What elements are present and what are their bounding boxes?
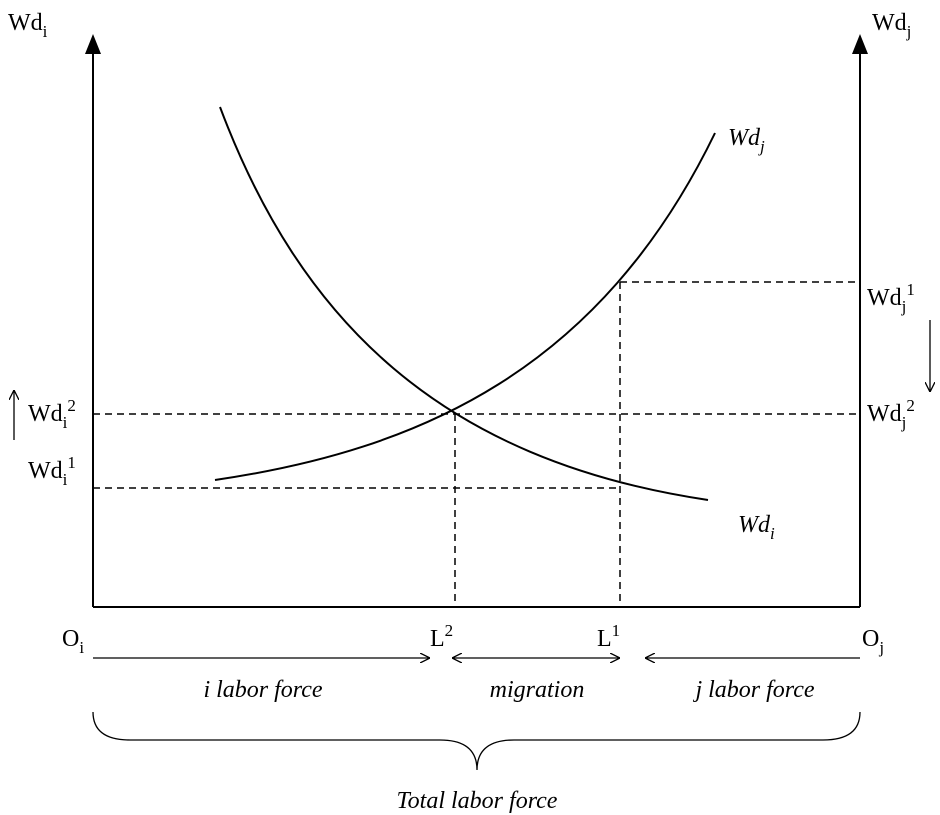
point-label: L1 — [597, 621, 620, 652]
label-subscript: j — [906, 22, 912, 41]
curve-label: Wdj — [728, 125, 765, 156]
wage-label: Wdj1 — [867, 280, 915, 316]
origin-left-label: Oi — [62, 626, 84, 657]
label-base: L — [597, 626, 612, 652]
point-label: L2 — [430, 621, 453, 652]
label-base: Wd — [867, 401, 902, 427]
right-axis-arrowhead — [852, 34, 868, 54]
label-superscript: 2 — [906, 396, 915, 415]
label-subscript: j — [901, 297, 907, 316]
wage-label: Wdi2 — [28, 396, 76, 432]
wage-label: Wdj2 — [867, 396, 915, 432]
label-base: L — [430, 626, 445, 652]
origin-right-label: Oj — [862, 626, 884, 657]
left-axis-label: Wdi — [8, 10, 48, 41]
label-base: O — [862, 626, 879, 652]
curve-label: Wdi — [738, 512, 775, 543]
segment-label: j labor force — [692, 677, 814, 703]
label-superscript: 2 — [67, 396, 76, 415]
label-subscript: j — [901, 413, 907, 432]
label-base: Wd — [28, 401, 63, 427]
label-subscript: i — [79, 638, 84, 657]
total-label: Total labor force — [397, 788, 558, 814]
wd-i-curve — [219, 106, 709, 501]
left-axis-arrowhead — [85, 34, 101, 54]
label-base: Wd — [28, 458, 63, 484]
label-subscript: i — [63, 413, 68, 432]
label-base: O — [62, 626, 79, 652]
wd-j-curve — [214, 132, 716, 481]
label-base: Wd — [872, 10, 907, 36]
label-subscript: i — [43, 22, 48, 41]
label-superscript: 2 — [445, 621, 454, 640]
segment-label: migration — [490, 677, 585, 703]
label-superscript: 1 — [906, 280, 915, 299]
label-superscript: 1 — [67, 453, 76, 472]
right-axis-label: Wdj — [872, 10, 911, 41]
total-brace — [92, 711, 861, 771]
wage-label: Wdi1 — [28, 453, 76, 489]
label-base: Wd — [728, 125, 761, 151]
label-subscript: i — [770, 524, 775, 543]
label-subscript: j — [878, 638, 884, 657]
label-base: Wd — [8, 10, 43, 36]
segment-label: i labor force — [203, 677, 322, 703]
label-subscript: j — [758, 137, 765, 156]
label-base: Wd — [867, 285, 902, 311]
label-base: Wd — [738, 512, 771, 538]
label-superscript: 1 — [612, 621, 621, 640]
label-subscript: i — [63, 470, 68, 489]
